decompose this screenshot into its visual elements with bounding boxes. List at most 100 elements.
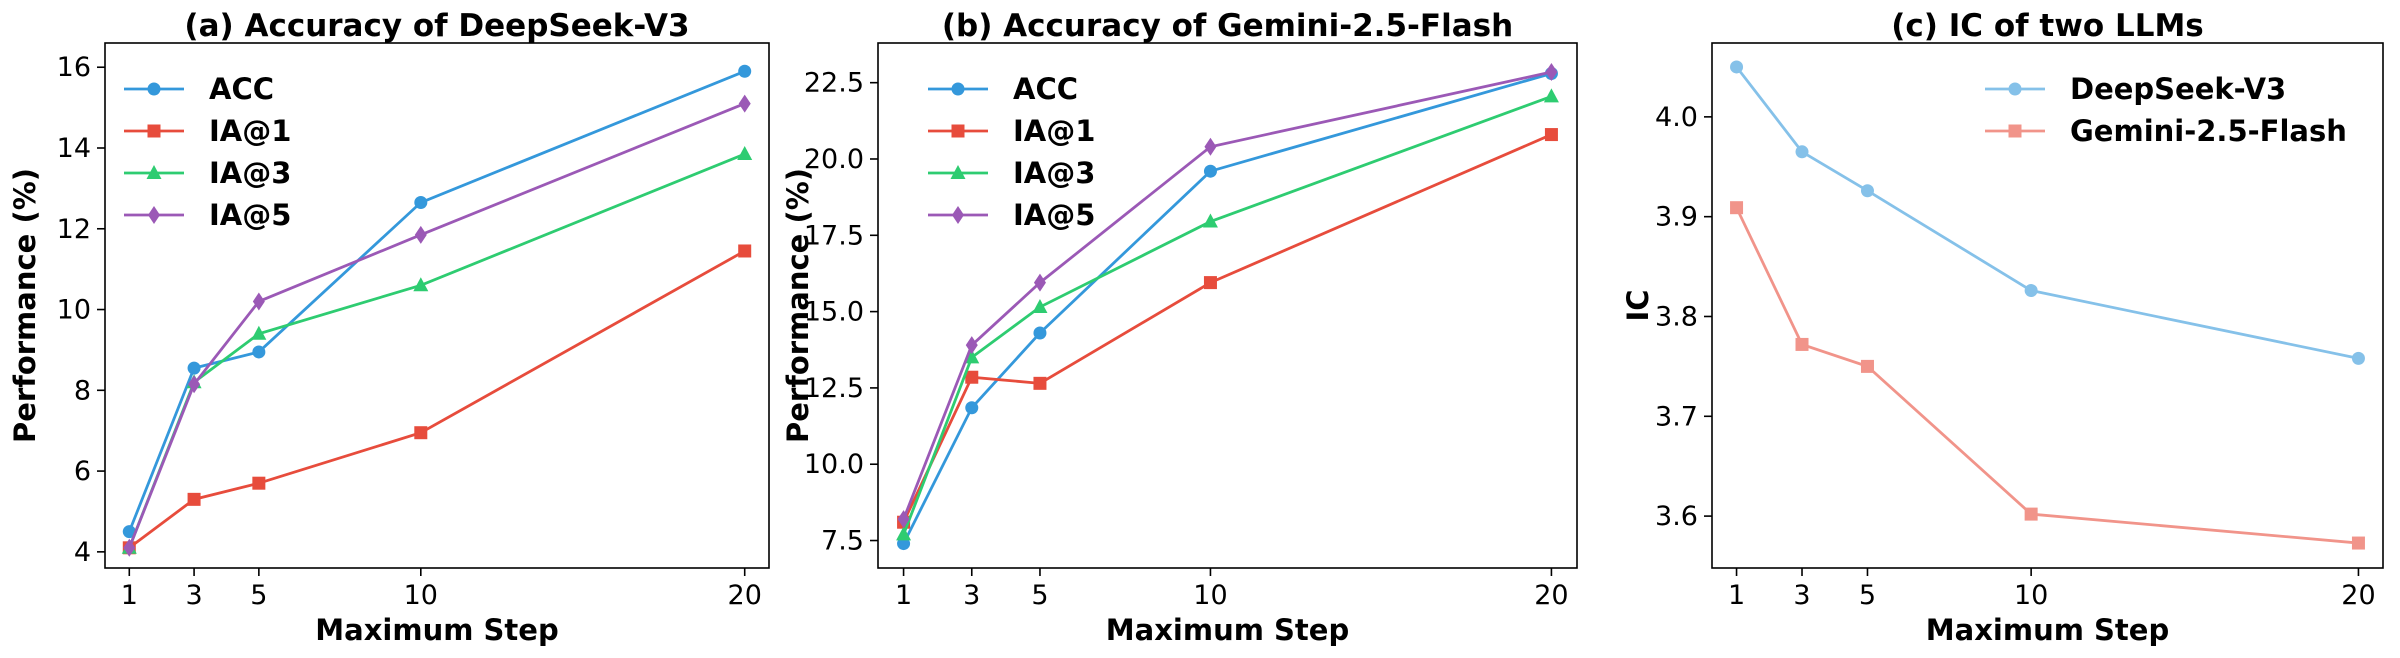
data-point bbox=[252, 292, 265, 311]
series-ia-3 bbox=[896, 88, 1559, 541]
chart-title: (a) Accuracy of DeepSeek-V3 bbox=[184, 8, 689, 44]
data-point bbox=[2024, 284, 2038, 298]
series-line bbox=[902, 133, 1552, 523]
y-tick-label: 17.5 bbox=[804, 220, 864, 251]
legend-label: IA@1 bbox=[209, 114, 291, 148]
data-point bbox=[2024, 507, 2038, 521]
x-tick-label: 20 bbox=[728, 580, 762, 611]
data-point bbox=[2351, 351, 2365, 365]
legend: ACC IA@1 IA@3 IA@5 bbox=[124, 72, 291, 232]
data-point bbox=[1544, 128, 1558, 142]
legend-item: IA@1 bbox=[928, 114, 1095, 148]
legend-marker bbox=[952, 206, 964, 224]
series-gemini-2-5-flash bbox=[1730, 201, 2365, 550]
x-tick-label: 10 bbox=[2014, 580, 2048, 611]
data-point bbox=[1204, 137, 1217, 156]
data-point bbox=[1860, 184, 1874, 198]
data-point bbox=[1203, 276, 1217, 290]
data-point bbox=[1860, 359, 1874, 373]
legend-marker bbox=[950, 165, 966, 179]
y-tick-label: 8 bbox=[74, 375, 91, 406]
x-tick-label: 5 bbox=[1031, 580, 1048, 611]
data-point bbox=[1033, 273, 1046, 292]
data-point bbox=[965, 401, 979, 415]
series-ia-5 bbox=[897, 62, 1558, 529]
chart-panel-1: (a) Accuracy of DeepSeek-V3 1 3 5 10 20 4 6 8 10 1… bbox=[8, 8, 770, 647]
y-tick-label: 10.0 bbox=[804, 449, 864, 480]
series-acc bbox=[122, 64, 752, 539]
x-tick-label: 3 bbox=[1793, 580, 1810, 611]
data-point bbox=[964, 349, 980, 364]
data-point bbox=[122, 525, 136, 539]
series-deepseek-v3 bbox=[1730, 60, 2365, 365]
chart-panel-2: (b) Accuracy of Gemini-2.5-Flash 1 3 5 10 20 7… bbox=[781, 8, 1578, 647]
legend-marker bbox=[147, 124, 161, 138]
y-tick-label: 15.0 bbox=[804, 297, 864, 328]
legend-label: IA@5 bbox=[209, 198, 291, 232]
y-axis-label: IC bbox=[1621, 289, 1655, 321]
y-axis-label: Performance (%) bbox=[781, 168, 815, 443]
legend-item: IA@5 bbox=[124, 198, 291, 232]
series-line bbox=[128, 249, 746, 549]
y-tick-label: 10 bbox=[57, 295, 91, 326]
legend-marker bbox=[146, 165, 162, 179]
legend-label: DeepSeek-V3 bbox=[2070, 72, 2286, 106]
data-point bbox=[252, 476, 266, 490]
series-line bbox=[1735, 207, 2359, 545]
y-tick-label: 16 bbox=[57, 52, 91, 83]
series-line bbox=[902, 95, 1552, 535]
x-axis-label: Maximum Step bbox=[315, 613, 558, 647]
legend-item: ACC bbox=[124, 72, 274, 106]
data-point bbox=[737, 146, 753, 161]
y-tick-label: 22.5 bbox=[804, 68, 864, 99]
data-point bbox=[1202, 213, 1218, 228]
y-tick-label: 6 bbox=[74, 456, 91, 487]
legend-marker bbox=[951, 124, 965, 138]
x-axis-label: Maximum Step bbox=[1926, 613, 2169, 647]
legend-marker bbox=[147, 82, 161, 96]
legend-item: IA@3 bbox=[928, 156, 1095, 190]
x-tick-label: 10 bbox=[1193, 580, 1227, 611]
y-tick-label: 3.8 bbox=[1655, 301, 1698, 332]
x-tick-label: 20 bbox=[2341, 580, 2375, 611]
x-tick-label: 1 bbox=[1728, 580, 1745, 611]
data-point bbox=[897, 510, 910, 529]
x-axis-label: Maximum Step bbox=[1106, 613, 1349, 647]
chart-title: (b) Accuracy of Gemini-2.5-Flash bbox=[942, 8, 1513, 44]
series-ia-1 bbox=[122, 244, 752, 555]
plot-frame bbox=[1711, 42, 2384, 569]
legend-item: ACC bbox=[928, 72, 1078, 106]
y-tick-label: 3.9 bbox=[1655, 202, 1698, 233]
series-line bbox=[1735, 66, 2359, 360]
chart-title: (c) IC of two LLMs bbox=[1891, 8, 2204, 44]
data-point bbox=[187, 492, 201, 506]
legend-label: IA@3 bbox=[209, 156, 291, 190]
data-point bbox=[1795, 337, 1809, 351]
y-tick-label: 3.7 bbox=[1655, 401, 1698, 432]
data-point bbox=[1543, 88, 1559, 103]
x-tick-label: 10 bbox=[404, 580, 438, 611]
data-point bbox=[188, 375, 201, 394]
y-tick-label: 4 bbox=[74, 537, 91, 568]
legend-label: ACC bbox=[1013, 72, 1078, 106]
y-tick-label: 4.0 bbox=[1655, 102, 1698, 133]
chart-panel-3: (c) IC of two LLMs 1 3 5 10 20 3.6 3.7 3.8 3.9 4.0… bbox=[1621, 8, 2384, 647]
data-point bbox=[965, 370, 979, 384]
data-point bbox=[1033, 376, 1047, 390]
data-point bbox=[896, 526, 912, 541]
legend-item: DeepSeek-V3 bbox=[1985, 72, 2286, 106]
legend-item: IA@5 bbox=[928, 198, 1095, 232]
y-tick-label: 12 bbox=[57, 214, 91, 245]
legend: ACC IA@1 IA@3 IA@5 bbox=[928, 72, 1095, 232]
legend-label: IA@3 bbox=[1013, 156, 1095, 190]
x-tick-label: 1 bbox=[895, 580, 912, 611]
data-point bbox=[1032, 299, 1048, 314]
data-point bbox=[414, 225, 427, 244]
data-point bbox=[738, 94, 751, 113]
x-tick-label: 3 bbox=[185, 580, 202, 611]
series-line bbox=[902, 70, 1552, 520]
y-axis-label: Performance (%) bbox=[8, 168, 42, 443]
data-point bbox=[252, 345, 266, 359]
data-point bbox=[1730, 60, 1744, 74]
